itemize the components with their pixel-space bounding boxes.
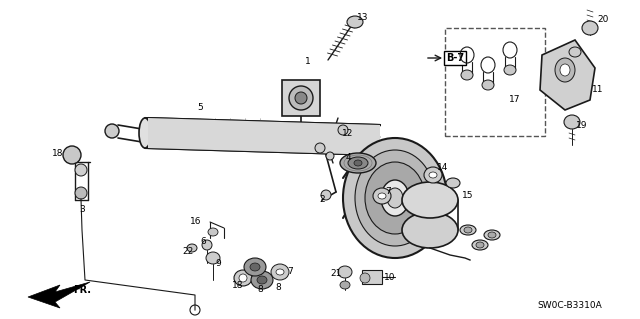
Ellipse shape [321,190,331,200]
Text: 21: 21 [330,269,342,278]
Text: 8: 8 [257,286,263,294]
Ellipse shape [244,258,266,276]
Text: 14: 14 [437,164,449,173]
Text: 9: 9 [215,259,221,269]
Ellipse shape [365,162,425,234]
Ellipse shape [373,188,391,204]
Ellipse shape [295,92,307,104]
Ellipse shape [387,188,403,208]
Ellipse shape [582,21,598,35]
Text: 1: 1 [305,57,311,66]
Ellipse shape [424,167,442,183]
Ellipse shape [234,270,252,286]
Ellipse shape [340,153,376,173]
Text: SW0C-B3310A: SW0C-B3310A [538,301,602,310]
Ellipse shape [429,172,437,178]
Text: 16: 16 [190,218,202,226]
Ellipse shape [504,65,516,75]
Ellipse shape [190,305,200,315]
Text: 18: 18 [52,149,64,158]
Ellipse shape [139,118,151,148]
Ellipse shape [354,160,362,166]
Ellipse shape [472,240,488,250]
Ellipse shape [251,271,273,289]
Ellipse shape [460,225,476,235]
Ellipse shape [187,244,197,252]
Ellipse shape [484,230,500,240]
Polygon shape [148,118,380,155]
Ellipse shape [202,240,212,250]
Ellipse shape [555,58,575,82]
Text: 12: 12 [342,129,354,137]
Ellipse shape [348,157,368,169]
Text: 7: 7 [385,188,391,197]
Ellipse shape [289,86,313,110]
Ellipse shape [564,115,580,129]
Ellipse shape [464,227,472,233]
Ellipse shape [355,150,435,246]
Ellipse shape [63,146,81,164]
Text: 2: 2 [319,196,325,204]
Bar [445,28,545,136]
Ellipse shape [326,152,334,160]
Text: 8: 8 [275,284,281,293]
Ellipse shape [378,193,386,199]
Text: 11: 11 [592,85,604,94]
Ellipse shape [105,124,119,138]
Polygon shape [540,40,595,110]
Text: 13: 13 [357,13,369,23]
Text: 22: 22 [182,248,194,256]
Ellipse shape [338,266,352,278]
Ellipse shape [381,180,409,216]
Ellipse shape [461,70,473,80]
Ellipse shape [338,125,348,135]
Ellipse shape [360,273,370,283]
Text: 7: 7 [287,268,293,277]
Ellipse shape [250,263,260,271]
Ellipse shape [482,80,494,90]
Text: 17: 17 [509,95,521,105]
Ellipse shape [276,269,284,275]
Ellipse shape [239,274,247,282]
Ellipse shape [340,281,350,289]
Text: 15: 15 [462,190,474,199]
Ellipse shape [75,187,87,199]
Text: 20: 20 [597,16,609,25]
Ellipse shape [315,143,325,153]
Text: 6: 6 [200,238,206,247]
Text: 19: 19 [576,121,588,130]
Ellipse shape [75,164,87,176]
Ellipse shape [343,138,447,258]
Ellipse shape [488,232,496,238]
Text: 10: 10 [384,273,396,283]
Bar [282,80,320,116]
Text: 4: 4 [345,153,351,162]
Text: FR.: FR. [73,285,91,295]
Ellipse shape [569,47,581,57]
Ellipse shape [206,252,220,264]
Polygon shape [28,282,90,308]
Ellipse shape [257,276,267,284]
Ellipse shape [271,264,289,280]
Ellipse shape [560,64,570,76]
Ellipse shape [476,242,484,248]
Ellipse shape [446,178,460,188]
Text: B-7: B-7 [446,53,464,63]
Text: 3: 3 [79,205,85,214]
Ellipse shape [402,182,458,218]
Text: 18: 18 [232,280,244,290]
Text: 5: 5 [197,103,203,113]
Ellipse shape [402,212,458,248]
Ellipse shape [208,228,218,236]
Bar [362,270,382,284]
Ellipse shape [347,16,363,28]
